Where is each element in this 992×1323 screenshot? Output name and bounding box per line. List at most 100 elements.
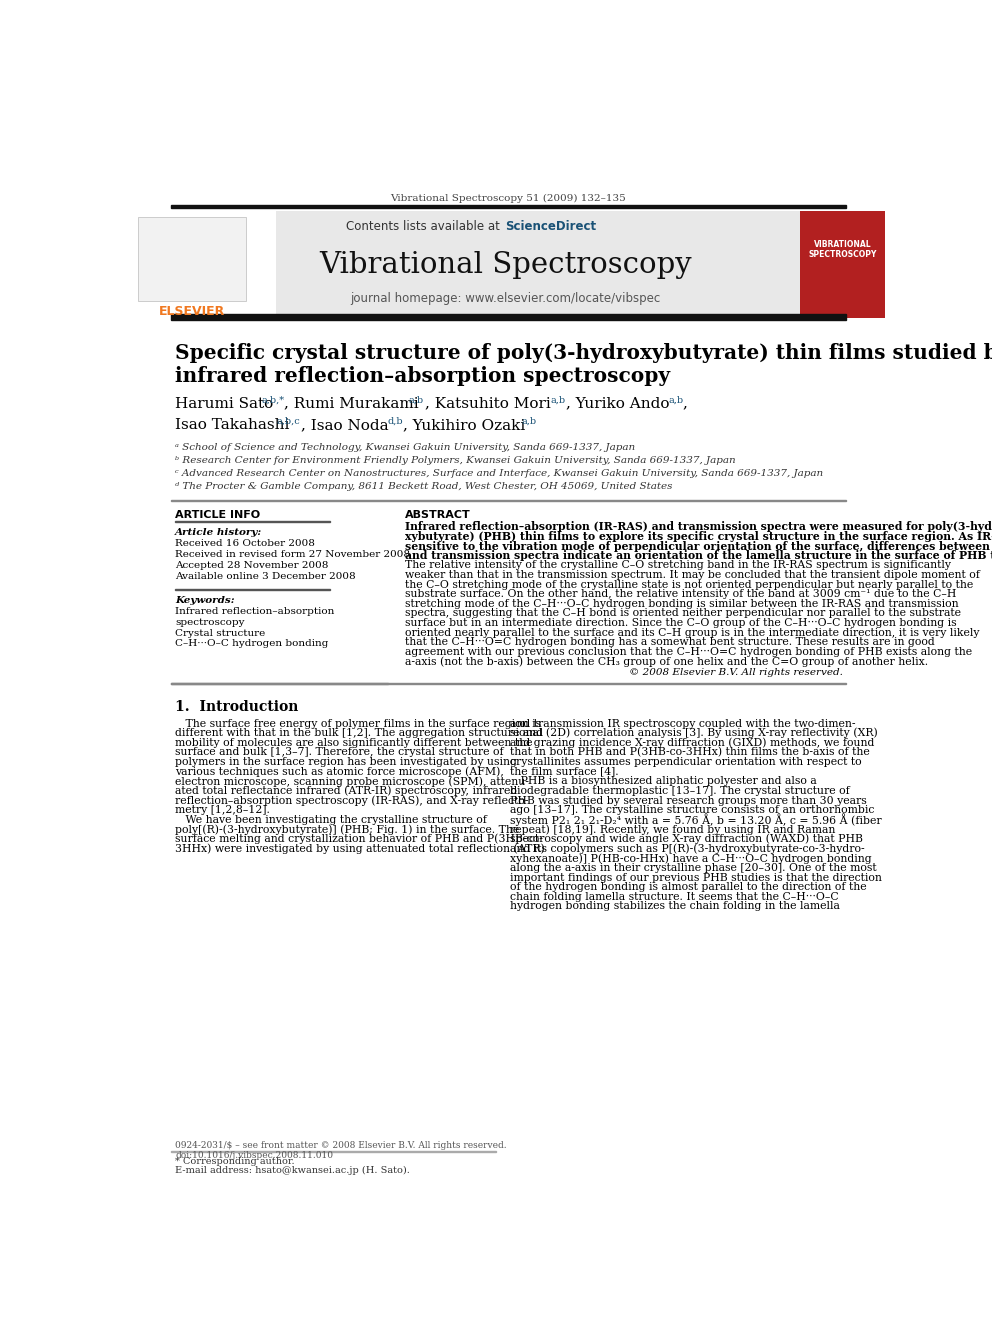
Text: crystallinites assumes perpendicular orientation with respect to: crystallinites assumes perpendicular ori… — [510, 757, 862, 767]
Text: metry [1,2,8–12].: metry [1,2,8–12]. — [176, 806, 270, 815]
Text: mobility of molecules are also significantly different between the: mobility of molecules are also significa… — [176, 738, 533, 747]
Text: PHB is a biosynthesized aliphatic polyester and also a: PHB is a biosynthesized aliphatic polyes… — [510, 777, 816, 786]
Text: of the hydrogen bonding is almost parallel to the direction of the: of the hydrogen bonding is almost parall… — [510, 882, 867, 892]
Text: Accepted 28 November 2008: Accepted 28 November 2008 — [176, 561, 328, 570]
Text: stretching mode of the C–H···O–C hydrogen bonding is similar between the IR-RAS : stretching mode of the C–H···O–C hydroge… — [405, 599, 958, 609]
Text: E-mail address: hsato@kwansei.ac.jp (H. Sato).: E-mail address: hsato@kwansei.ac.jp (H. … — [176, 1166, 410, 1175]
Bar — [800, 212, 885, 318]
Text: Harumi Sato: Harumi Sato — [176, 397, 274, 410]
Text: and transmission IR spectroscopy coupled with the two-dimen-: and transmission IR spectroscopy coupled… — [510, 718, 855, 729]
Text: a,b: a,b — [551, 396, 565, 405]
Text: ELSEVIER: ELSEVIER — [159, 304, 225, 318]
Text: the film surface [4].: the film surface [4]. — [510, 767, 619, 777]
Text: Received in revised form 27 November 2008: Received in revised form 27 November 200… — [176, 550, 410, 560]
Text: surface melting and crystallization behavior of PHB and P(3HB-co-: surface melting and crystallization beha… — [176, 833, 543, 844]
Text: VIBRATIONAL
SPECTROSCOPY: VIBRATIONAL SPECTROSCOPY — [808, 239, 877, 259]
Text: ᶜ Advanced Research Center on Nanostructures, Surface and Interface, Kwansei Gak: ᶜ Advanced Research Center on Nanostruct… — [176, 470, 823, 478]
Text: 1.  Introduction: 1. Introduction — [176, 700, 299, 713]
Text: , Rumi Murakami: , Rumi Murakami — [285, 397, 419, 410]
Text: The surface free energy of polymer films in the surface region is: The surface free energy of polymer films… — [176, 718, 542, 729]
Text: © 2008 Elsevier B.V. All rights reserved.: © 2008 Elsevier B.V. All rights reserved… — [629, 668, 843, 677]
Text: a,b: a,b — [522, 417, 537, 426]
Text: Keywords:: Keywords: — [176, 597, 235, 605]
Text: the C–O stretching mode of the crystalline state is not oriented perpendicular b: the C–O stretching mode of the crystalli… — [405, 579, 973, 590]
Text: a,b: a,b — [668, 396, 683, 405]
Text: Vibrational Spectroscopy: Vibrational Spectroscopy — [319, 251, 691, 279]
Text: spectroscopy and wide angle X-ray diffraction (WAXD) that PHB: spectroscopy and wide angle X-ray diffra… — [510, 833, 863, 844]
Text: Infrared reflection–absorption (IR-RAS) and transmission spectra were measured f: Infrared reflection–absorption (IR-RAS) … — [405, 521, 992, 532]
Text: d,b: d,b — [388, 417, 403, 426]
Text: various techniques such as atomic force microscope (AFM),: various techniques such as atomic force … — [176, 766, 504, 777]
Text: xyhexanoate)] P(HB-co-HHx) have a C–H···O–C hydrogen bonding: xyhexanoate)] P(HB-co-HHx) have a C–H···… — [510, 853, 872, 864]
Text: system P2₁ 2₁ 2₁-D₂⁴ with a = 5.76 Å, b = 13.20 Å, c = 5.96 Å (fiber: system P2₁ 2₁ 2₁-D₂⁴ with a = 5.76 Å, b … — [510, 814, 882, 827]
Bar — [138, 217, 246, 302]
Text: and its copolymers such as P[(R)-(3-hydroxybutyrate-co-3-hydro-: and its copolymers such as P[(R)-(3-hydr… — [510, 843, 865, 853]
Text: reflection–absorption spectroscopy (IR-RAS), and X-ray reflecto-: reflection–absorption spectroscopy (IR-R… — [176, 795, 529, 806]
Text: a-axis (not the b-axis) between the CH₃ group of one helix and the C=O group of : a-axis (not the b-axis) between the CH₃ … — [405, 656, 928, 667]
Bar — [276, 212, 800, 318]
Text: spectra, suggesting that the C–H bond is oriented neither perpendicular nor para: spectra, suggesting that the C–H bond is… — [405, 609, 960, 618]
Text: chain folding lamella structure. It seems that the C–H···O–C: chain folding lamella structure. It seem… — [510, 892, 838, 902]
Text: polymers in the surface region has been investigated by using: polymers in the surface region has been … — [176, 757, 517, 767]
Text: ᵇ Research Center for Environment Friendly Polymers, Kwansei Gakuin University, : ᵇ Research Center for Environment Friend… — [176, 456, 736, 466]
Bar — [171, 205, 846, 208]
Text: sensitive to the vibration mode of perpendicular orientation of the surface, dif: sensitive to the vibration mode of perpe… — [405, 541, 992, 552]
Text: along the a-axis in their crystalline phase [20–30]. One of the most: along the a-axis in their crystalline ph… — [510, 863, 877, 873]
Text: ARTICLE INFO: ARTICLE INFO — [176, 509, 260, 520]
Text: biodegradable thermoplastic [13–17]. The crystal structure of: biodegradable thermoplastic [13–17]. The… — [510, 786, 850, 796]
Text: ᵈ The Procter & Gamble Company, 8611 Beckett Road, West Chester, OH 45069, Unite: ᵈ The Procter & Gamble Company, 8611 Bec… — [176, 483, 673, 491]
Text: hydrogen bonding stabilizes the chain folding in the lamella: hydrogen bonding stabilizes the chain fo… — [510, 901, 840, 912]
Text: a,b,*: a,b,* — [262, 396, 285, 405]
Text: * Corresponding author.: * Corresponding author. — [176, 1156, 295, 1166]
Text: The relative intensity of the crystalline C–O stretching band in the IR-RAS spec: The relative intensity of the crystallin… — [405, 561, 950, 570]
Text: and transmission spectra indicate an orientation of the lamella structure in the: and transmission spectra indicate an ori… — [405, 550, 992, 561]
Text: ago [13–17]. The crystalline structure consists of an orthorhombic: ago [13–17]. The crystalline structure c… — [510, 806, 874, 815]
Text: poly[(R)-(3-hydroxybutyrate)] (PHB; Fig. 1) in the surface. The: poly[(R)-(3-hydroxybutyrate)] (PHB; Fig.… — [176, 824, 520, 835]
Text: xybutyrate) (PHB) thin films to explore its specific crystal structure in the su: xybutyrate) (PHB) thin films to explore … — [405, 531, 992, 542]
Text: ScienceDirect: ScienceDirect — [505, 220, 596, 233]
Text: surface and bulk [1,3–7]. Therefore, the crystal structure of: surface and bulk [1,3–7]. Therefore, the… — [176, 747, 504, 758]
Text: different with that in the bulk [1,2]. The aggregation structure and: different with that in the bulk [1,2]. T… — [176, 728, 544, 738]
Text: and grazing incidence X-ray diffraction (GIXD) methods, we found: and grazing incidence X-ray diffraction … — [510, 737, 874, 747]
Text: ABSTRACT: ABSTRACT — [405, 509, 470, 520]
Text: 3HHx) were investigated by using attenuated total reflection (ATR): 3HHx) were investigated by using attenua… — [176, 843, 545, 853]
Text: , Yuriko Ando: , Yuriko Ando — [565, 397, 670, 410]
Text: that in both PHB and P(3HB-co-3HHx) thin films the b-axis of the: that in both PHB and P(3HB-co-3HHx) thin… — [510, 747, 870, 758]
Text: repeat) [18,19]. Recently, we found by using IR and Raman: repeat) [18,19]. Recently, we found by u… — [510, 824, 835, 835]
Text: ᵃ School of Science and Technology, Kwansei Gakuin University, Sanda 669-1337, J: ᵃ School of Science and Technology, Kwan… — [176, 443, 635, 452]
Text: a,b: a,b — [409, 396, 424, 405]
Text: agreement with our previous conclusion that the C–H···O=C hydrogen bonding of PH: agreement with our previous conclusion t… — [405, 647, 972, 658]
Text: important findings of our previous PHB studies is that the direction: important findings of our previous PHB s… — [510, 873, 882, 882]
Text: Contents lists available at: Contents lists available at — [346, 220, 504, 233]
Text: 0924-2031/$ – see front matter © 2008 Elsevier B.V. All rights reserved.: 0924-2031/$ – see front matter © 2008 El… — [176, 1142, 507, 1151]
Text: , Yukihiro Ozaki: , Yukihiro Ozaki — [403, 418, 525, 433]
Text: sional (2D) correlation analysis [3]. By using X-ray reflectivity (XR): sional (2D) correlation analysis [3]. By… — [510, 728, 878, 738]
Text: Received 16 October 2008: Received 16 October 2008 — [176, 540, 315, 548]
Text: spectroscopy: spectroscopy — [176, 618, 245, 627]
Text: journal homepage: www.elsevier.com/locate/vibspec: journal homepage: www.elsevier.com/locat… — [350, 292, 661, 306]
Text: Specific crystal structure of poly(3-hydroxybutyrate) thin films studied by: Specific crystal structure of poly(3-hyd… — [176, 343, 992, 363]
Text: substrate surface. On the other hand, the relative intensity of the band at 3009: substrate surface. On the other hand, th… — [405, 589, 956, 599]
Text: Isao Takahashi: Isao Takahashi — [176, 418, 290, 433]
Text: Infrared reflection–absorption: Infrared reflection–absorption — [176, 607, 334, 617]
Text: We have been investigating the crystalline structure of: We have been investigating the crystalli… — [176, 815, 487, 824]
Text: oriented nearly parallel to the surface and its C–H group is in the intermediate: oriented nearly parallel to the surface … — [405, 627, 979, 638]
Text: weaker than that in the transmission spectrum. It may be concluded that the tran: weaker than that in the transmission spe… — [405, 570, 979, 579]
Text: infrared reflection–absorption spectroscopy: infrared reflection–absorption spectrosc… — [176, 366, 671, 386]
Bar — [171, 315, 846, 320]
Text: Crystal structure: Crystal structure — [176, 628, 266, 638]
Text: , Isao Noda: , Isao Noda — [301, 418, 388, 433]
Text: Vibrational Spectroscopy 51 (2009) 132–135: Vibrational Spectroscopy 51 (2009) 132–1… — [391, 194, 626, 204]
Text: C–H···O–C hydrogen bonding: C–H···O–C hydrogen bonding — [176, 639, 328, 648]
Text: doi:10.1016/j.vibspec.2008.11.010: doi:10.1016/j.vibspec.2008.11.010 — [176, 1151, 333, 1160]
Text: ated total reflectance infrared (ATR-IR) spectroscopy, infrared: ated total reflectance infrared (ATR-IR)… — [176, 786, 518, 796]
Text: Article history:: Article history: — [176, 528, 263, 537]
Text: Available online 3 December 2008: Available online 3 December 2008 — [176, 572, 356, 581]
Text: , Katsuhito Mori: , Katsuhito Mori — [425, 397, 551, 410]
Text: that the C–H···O=C hydrogen bonding has a somewhat bent structure. These results: that the C–H···O=C hydrogen bonding has … — [405, 638, 934, 647]
Text: ,: , — [682, 397, 686, 410]
Text: electron microscope, scanning probe microscope (SPM), attenu-: electron microscope, scanning probe micr… — [176, 777, 529, 787]
Text: a,b,c: a,b,c — [277, 417, 301, 426]
Bar — [124, 212, 276, 318]
Text: PHB was studied by several research groups more than 30 years: PHB was studied by several research grou… — [510, 795, 867, 806]
